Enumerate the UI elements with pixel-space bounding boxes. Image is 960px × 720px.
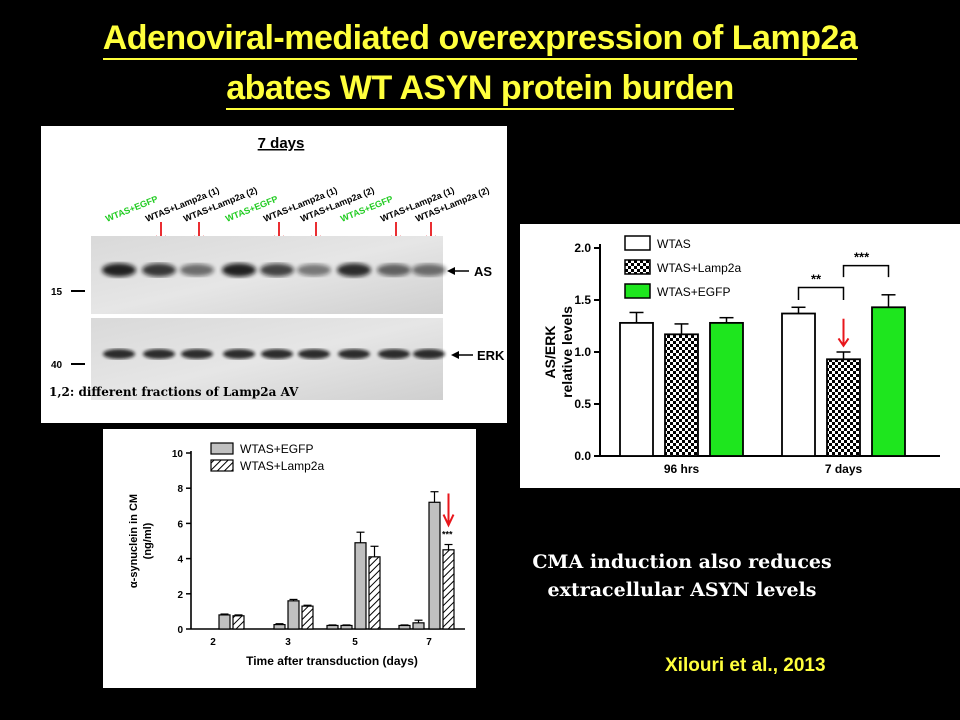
x-category-label: 7 days <box>825 462 863 476</box>
as-band <box>337 263 371 277</box>
as-band <box>222 263 256 277</box>
slide-title: Adenoviral-mediated overexpression of La… <box>0 14 960 112</box>
caption-line-2: extracellular ASYN levels <box>547 579 817 601</box>
bar <box>301 605 314 630</box>
y-tick-label: 4 <box>177 555 183 566</box>
legend-swatch <box>210 442 234 455</box>
blot-heading: 7 days <box>258 135 305 152</box>
title-line-2: abates WT ASYN protein burden <box>226 68 734 110</box>
significance-marker: *** <box>854 250 870 265</box>
x-category-label: 5 <box>352 637 358 648</box>
x-category-label: 2 <box>210 637 216 648</box>
bar <box>218 614 231 630</box>
bar <box>398 624 411 630</box>
as-band <box>260 263 294 277</box>
mw-marker-40: 40 <box>51 360 63 371</box>
erk-pointer-arrow <box>451 351 473 359</box>
as-band <box>412 263 446 277</box>
y-tick-label: 1.0 <box>574 345 591 359</box>
erk-membrane <box>91 318 443 400</box>
bar <box>326 624 339 630</box>
caption-line-1: CMA induction also reduces <box>532 551 832 573</box>
as-band <box>102 263 136 277</box>
asyn-cm-chart-panel: 0 2 4 6 8 10 α-synuclein in CM (ng/ml) Time afte… <box>103 429 476 688</box>
as-bands <box>102 263 446 277</box>
x-category-label: 96 hrs <box>664 462 700 476</box>
bar <box>287 600 300 630</box>
bar <box>781 312 816 457</box>
legend-swatch <box>624 259 651 275</box>
western-blot-panel: 7 days WTAS+EGFP WTAS+Lamp2a (1) WTAS+Lamp… <box>41 126 507 423</box>
citation: Xilouri et al., 2013 <box>665 655 826 676</box>
erk-band <box>378 349 410 359</box>
erk-band <box>143 349 175 359</box>
legend-label: WTAS+Lamp2a <box>240 459 324 473</box>
band-label-erk: ERK <box>477 348 505 363</box>
y-axis-label: α-synuclein in CM (ng/ml) <box>128 494 154 588</box>
significance-marker: *** <box>442 529 453 539</box>
bar <box>354 542 367 630</box>
bar <box>412 622 425 630</box>
legend-swatch <box>624 235 651 251</box>
y-tick-label: 8 <box>177 484 183 495</box>
as-band <box>180 263 214 277</box>
y-axis-label: AS/ERKrelative levels <box>542 306 575 398</box>
title-line-1: Adenoviral-mediated overexpression of La… <box>102 18 858 60</box>
as-band <box>142 263 176 277</box>
y-tick-label: 0 <box>177 625 183 636</box>
as-band <box>297 264 331 276</box>
legend-label: WTAS+EGFP <box>657 285 730 299</box>
bar <box>664 333 699 457</box>
x-category-label: 7 <box>426 637 432 648</box>
bar <box>709 321 744 457</box>
bar <box>826 358 861 457</box>
mw-marker-15: 15 <box>51 287 63 298</box>
bar <box>273 624 286 630</box>
decrease-arrow <box>442 493 455 528</box>
y-tick-label: 0.5 <box>574 397 591 411</box>
asyn-cm-bar-chart: 0 2 4 6 8 10 α-synuclein in CM (ng/ml) Time afte… <box>128 442 465 668</box>
as-erk-bar-chart: 0.0 0.5 1.0 1.5 2.0 AS/ERKrelative levels 96 h… <box>542 235 940 476</box>
y-tick-label: 0.0 <box>574 449 591 463</box>
x-category-label: 3 <box>285 637 291 648</box>
bar <box>428 501 441 630</box>
caption: CMA induction also reduces extracellular… <box>490 548 874 604</box>
legend-swatch <box>210 459 234 472</box>
erk-band <box>338 349 370 359</box>
as-band <box>377 263 411 277</box>
bar <box>232 615 245 630</box>
legend-swatch <box>624 283 651 299</box>
x-axis-label: Time after transduction (days) <box>246 654 418 668</box>
erk-band <box>223 349 255 359</box>
legend-label: WTAS+Lamp2a <box>657 261 741 275</box>
band-label-as: AS <box>474 264 492 279</box>
legend-label: WTAS+EGFP <box>240 442 313 456</box>
y-tick-label: 2.0 <box>574 241 591 255</box>
bar <box>340 624 353 630</box>
y-tick-label: 10 <box>172 449 184 460</box>
erk-band <box>261 349 293 359</box>
bar <box>871 306 906 457</box>
erk-band <box>413 349 445 359</box>
erk-band <box>103 349 135 359</box>
erk-band <box>298 349 330 359</box>
y-tick-label: 1.5 <box>574 293 591 307</box>
erk-band <box>181 349 213 359</box>
y-tick-label: 2 <box>177 590 183 601</box>
legend-label: WTAS <box>657 237 691 251</box>
decrease-arrow <box>837 318 850 348</box>
as-erk-chart-panel: 0.0 0.5 1.0 1.5 2.0 AS/ERKrelative levels 96 h… <box>520 224 960 488</box>
as-pointer-arrow <box>447 267 469 275</box>
y-tick-label: 6 <box>177 519 183 530</box>
bar <box>442 549 455 630</box>
bar <box>619 321 654 457</box>
bar <box>368 556 381 630</box>
blot-footnote: 1,2: different fractions of Lamp2a AV <box>49 385 299 399</box>
erk-bands <box>103 349 445 359</box>
significance-marker: ** <box>811 271 822 286</box>
